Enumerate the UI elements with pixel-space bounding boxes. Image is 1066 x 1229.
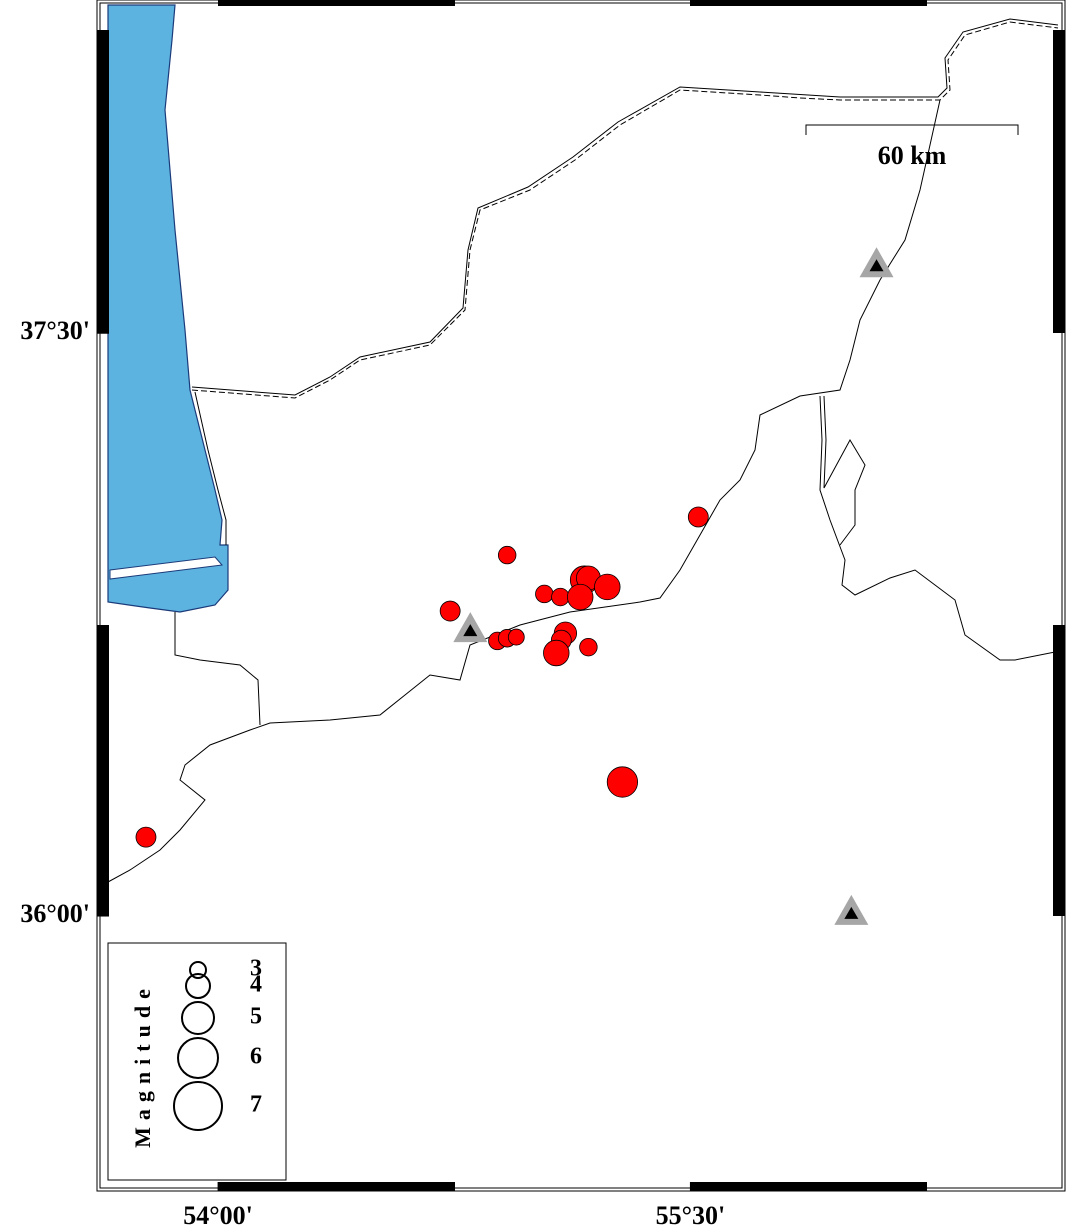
station <box>453 612 488 643</box>
earthquake <box>606 766 639 798</box>
earthquake <box>135 826 157 848</box>
legend-label: 5 <box>250 1004 262 1030</box>
y-tick-label: 37°30' <box>20 316 90 345</box>
legend-box <box>107 942 287 1181</box>
frame-bars <box>97 0 1065 1191</box>
earthquake <box>687 506 709 528</box>
earthquake <box>535 584 554 604</box>
earthquake <box>579 637 598 657</box>
frame-inner <box>99 2 1063 1189</box>
sea <box>107 4 229 613</box>
legend-label: 6 <box>250 1044 262 1070</box>
y-tick-label: 36°00' <box>20 899 90 928</box>
earthquake <box>551 587 570 607</box>
legend-label: 7 <box>250 1092 262 1118</box>
legend-label: 4 <box>250 972 262 998</box>
x-tick-label: 54°00' <box>183 1201 253 1229</box>
earthquake <box>507 628 525 646</box>
station <box>834 894 869 925</box>
shore <box>194 391 227 545</box>
border <box>191 18 1059 396</box>
earthquake <box>594 573 621 601</box>
scale-bar <box>805 124 1019 135</box>
country-border <box>191 21 1059 399</box>
province-border <box>823 395 866 546</box>
legend-symbol <box>173 1081 223 1131</box>
legend-symbol <box>189 961 207 979</box>
earthquake <box>543 639 570 667</box>
legend-symbol <box>185 973 211 999</box>
earthquake <box>497 545 517 565</box>
legend-label: 3 <box>250 956 262 982</box>
frame <box>96 0 1066 1192</box>
station <box>859 247 894 278</box>
legend-title: Magnitude <box>130 982 155 1148</box>
spit <box>109 556 223 580</box>
province-border <box>819 395 1056 661</box>
legend-symbol <box>181 1001 215 1035</box>
province-border <box>174 612 261 726</box>
x-tick-label: 55°30' <box>656 1201 726 1229</box>
province-border <box>107 99 941 883</box>
earthquake <box>439 600 461 622</box>
legend-symbol <box>177 1037 219 1079</box>
scale-label: 60 km <box>878 141 947 170</box>
earthquake <box>567 583 594 611</box>
